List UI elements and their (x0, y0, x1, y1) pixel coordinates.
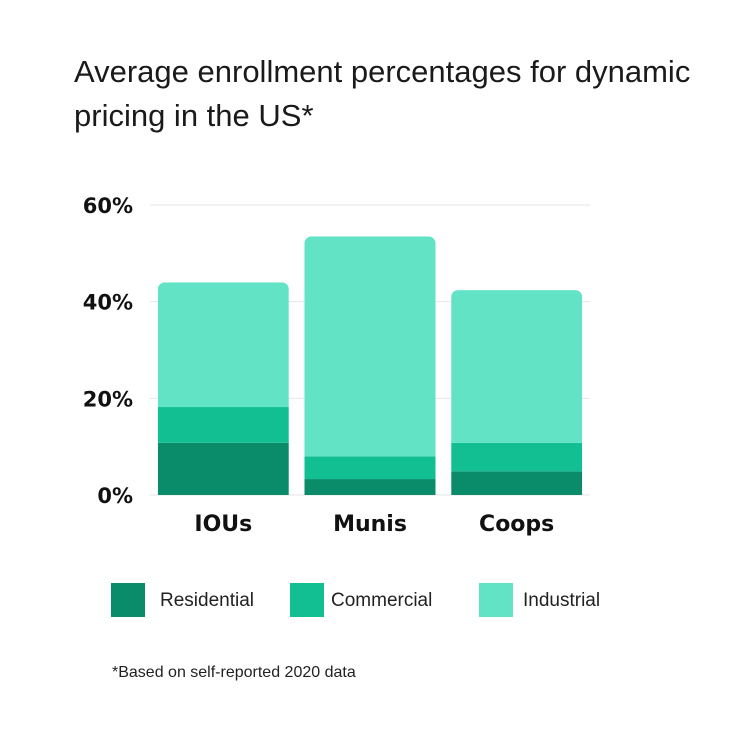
footnote: *Based on self-reported 2020 data (112, 664, 356, 681)
bar-stack-munis (304, 236, 436, 495)
bar-coops-industrial (451, 290, 583, 443)
x-tick-label: IOUs (194, 512, 252, 537)
legend-swatch-industrial (479, 583, 513, 617)
bar-ious-residential (157, 442, 289, 495)
legend-swatch-commercial (290, 583, 324, 617)
bars (157, 236, 583, 495)
legend: Residential Commercial Industrial (111, 583, 600, 617)
legend-swatch-residential (111, 583, 145, 617)
bar-ious-commercial (157, 407, 289, 443)
bar-munis-commercial (304, 456, 436, 480)
bar-stack-ious (157, 282, 289, 495)
bar-munis-industrial (304, 236, 436, 457)
bar-coops-commercial (451, 442, 583, 472)
y-tick-label: 40% (83, 291, 133, 315)
x-axis-labels: IOUs Munis Coops (194, 512, 554, 537)
y-tick-label: 0% (97, 484, 133, 508)
legend-label-residential: Residential (160, 590, 254, 611)
legend-label-commercial: Commercial (331, 590, 432, 611)
bar-ious-industrial (157, 282, 289, 408)
bar-munis-residential (304, 479, 436, 495)
legend-label-industrial: Industrial (523, 590, 600, 611)
bar-stack-coops (451, 290, 583, 495)
bar-coops-residential (451, 471, 583, 495)
chart-title: Average enrollment percentages for dynam… (74, 54, 691, 133)
x-tick-label: Munis (333, 512, 407, 537)
y-tick-label: 60% (83, 194, 133, 218)
y-axis-ticks: 0% 20% 40% 60% (83, 194, 133, 508)
x-tick-label: Coops (479, 512, 554, 537)
y-tick-label: 20% (83, 387, 133, 411)
